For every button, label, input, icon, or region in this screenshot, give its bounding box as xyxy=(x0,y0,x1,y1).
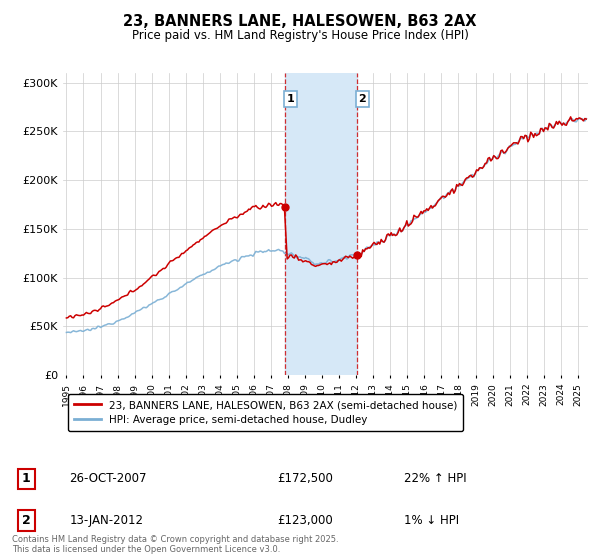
Text: 2: 2 xyxy=(359,94,367,104)
Text: 23, BANNERS LANE, HALESOWEN, B63 2AX: 23, BANNERS LANE, HALESOWEN, B63 2AX xyxy=(123,14,477,29)
Text: 13-JAN-2012: 13-JAN-2012 xyxy=(70,514,143,527)
Text: £172,500: £172,500 xyxy=(277,472,333,486)
Legend: 23, BANNERS LANE, HALESOWEN, B63 2AX (semi-detached house), HPI: Average price, : 23, BANNERS LANE, HALESOWEN, B63 2AX (se… xyxy=(68,394,463,431)
Text: 22% ↑ HPI: 22% ↑ HPI xyxy=(404,472,466,486)
Text: 26-OCT-2007: 26-OCT-2007 xyxy=(70,472,147,486)
Text: 1: 1 xyxy=(287,94,295,104)
Text: 1: 1 xyxy=(22,472,31,486)
Text: £123,000: £123,000 xyxy=(277,514,333,527)
Text: Contains HM Land Registry data © Crown copyright and database right 2025.
This d: Contains HM Land Registry data © Crown c… xyxy=(12,535,338,554)
Text: 1% ↓ HPI: 1% ↓ HPI xyxy=(404,514,459,527)
Bar xyxy=(285,73,357,375)
Text: 2: 2 xyxy=(22,514,31,527)
Text: Price paid vs. HM Land Registry's House Price Index (HPI): Price paid vs. HM Land Registry's House … xyxy=(131,29,469,42)
